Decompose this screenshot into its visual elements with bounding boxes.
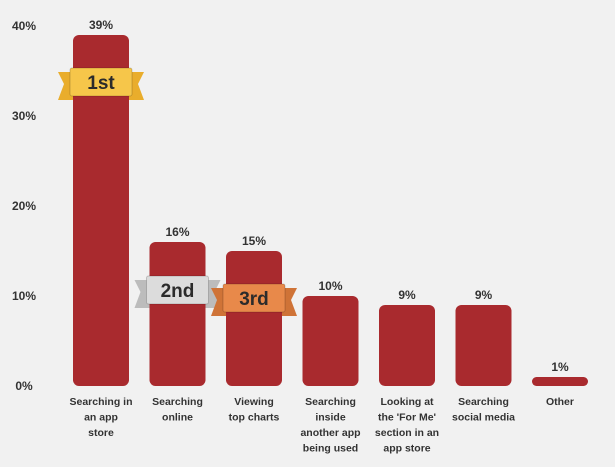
rank-badge-label: 2nd	[161, 281, 195, 302]
rank-badge: 3rd	[211, 283, 297, 316]
category-label-line: the 'For Me'	[378, 412, 436, 424]
bar	[226, 251, 282, 386]
y-tick-label: 0%	[15, 379, 33, 393]
bar	[149, 242, 206, 386]
category-label-line: Looking at	[380, 396, 434, 408]
bar-value-label: 16%	[165, 225, 189, 239]
bar	[73, 35, 129, 386]
category-label-line: Searching in	[69, 396, 132, 408]
y-tick-label: 10%	[12, 289, 36, 303]
bar-value-label: 10%	[318, 279, 342, 293]
category-label: Looking at the 'For Me' section in an app s…	[375, 396, 439, 455]
category-label-line: section in an	[375, 427, 439, 439]
y-tick-label: 40%	[12, 19, 36, 33]
category-label: Other	[546, 396, 574, 408]
category-label-line: inside	[315, 412, 346, 424]
category-label-line: being used	[303, 443, 358, 455]
bar-value-label: 39%	[89, 18, 113, 32]
rank-badges: 1st 2nd 3rd	[58, 67, 297, 316]
category-label-line: online	[162, 412, 193, 424]
category-label-line: Searching	[458, 396, 509, 408]
bar-value-label: 1%	[551, 360, 569, 374]
rank-badge-label: 3rd	[239, 289, 269, 310]
category-label-line: another app	[300, 427, 360, 439]
bar	[379, 305, 435, 386]
category-label: Searching online	[152, 396, 203, 424]
rank-badge-label: 1st	[87, 73, 115, 94]
category-label-line: store	[88, 427, 114, 439]
category-label: Searching inside another app being used	[300, 396, 360, 455]
category-label: Viewing top charts	[229, 396, 280, 424]
category-label-line: an app	[84, 412, 118, 424]
y-tick-label: 30%	[12, 109, 36, 123]
category-label-line: Viewing	[234, 396, 273, 408]
y-tick-label: 20%	[12, 199, 36, 213]
bar	[455, 305, 512, 386]
category-labels: Searching in an app store Searching online Vi…	[69, 396, 574, 455]
rank-badge: 2nd	[134, 275, 221, 308]
category-label-line: app store	[383, 443, 430, 455]
rank-badge: 1st	[58, 67, 144, 100]
bar-value-label: 9%	[475, 288, 493, 302]
value-labels: 39% 16% 15% 10% 9% 9% 1%	[89, 18, 569, 374]
category-label-line: Searching	[152, 396, 203, 408]
category-label-line: Other	[546, 396, 574, 408]
category-label-line: social media	[452, 412, 515, 424]
bar	[302, 296, 359, 386]
bar-value-label: 9%	[398, 288, 416, 302]
bars	[73, 35, 588, 386]
bar	[532, 377, 588, 386]
bar-value-label: 15%	[242, 234, 266, 248]
category-label: Searching in an app store	[69, 396, 132, 439]
category-label-line: Searching	[305, 396, 356, 408]
y-axis: 0% 10% 20% 30% 40%	[12, 19, 36, 393]
category-label-line: top charts	[229, 412, 280, 424]
category-label: Searching social media	[452, 396, 515, 424]
